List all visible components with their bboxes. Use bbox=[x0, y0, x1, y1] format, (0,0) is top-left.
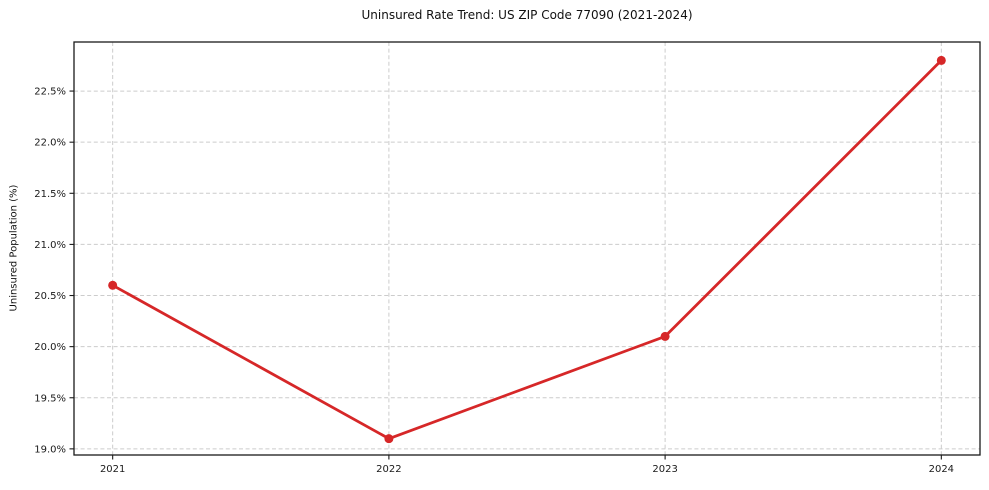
data-point bbox=[108, 280, 118, 290]
trend-line bbox=[111, 59, 943, 441]
y-tick-label: 19.0% bbox=[34, 444, 66, 455]
y-tick-label: 20.5% bbox=[34, 291, 66, 302]
x-tick-label: 2022 bbox=[376, 464, 401, 475]
x-tick-label: 2024 bbox=[929, 464, 954, 475]
x-tick-label: 2021 bbox=[100, 464, 125, 475]
y-tick-label: 20.0% bbox=[34, 342, 66, 353]
plot-border bbox=[73, 41, 981, 456]
data-point bbox=[660, 331, 670, 341]
y-tick-label: 21.5% bbox=[34, 189, 66, 200]
data-point bbox=[384, 434, 394, 444]
y-tick-label: 21.0% bbox=[34, 240, 66, 251]
y-tick-label: 22.0% bbox=[34, 138, 66, 149]
y-tick-label: 19.5% bbox=[34, 393, 66, 404]
data-point bbox=[936, 55, 946, 65]
y-tick-label: 22.5% bbox=[34, 87, 66, 98]
chart-title: Uninsured Rate Trend: US ZIP Code 77090 … bbox=[361, 8, 693, 22]
x-tick-label: 2023 bbox=[652, 464, 677, 475]
